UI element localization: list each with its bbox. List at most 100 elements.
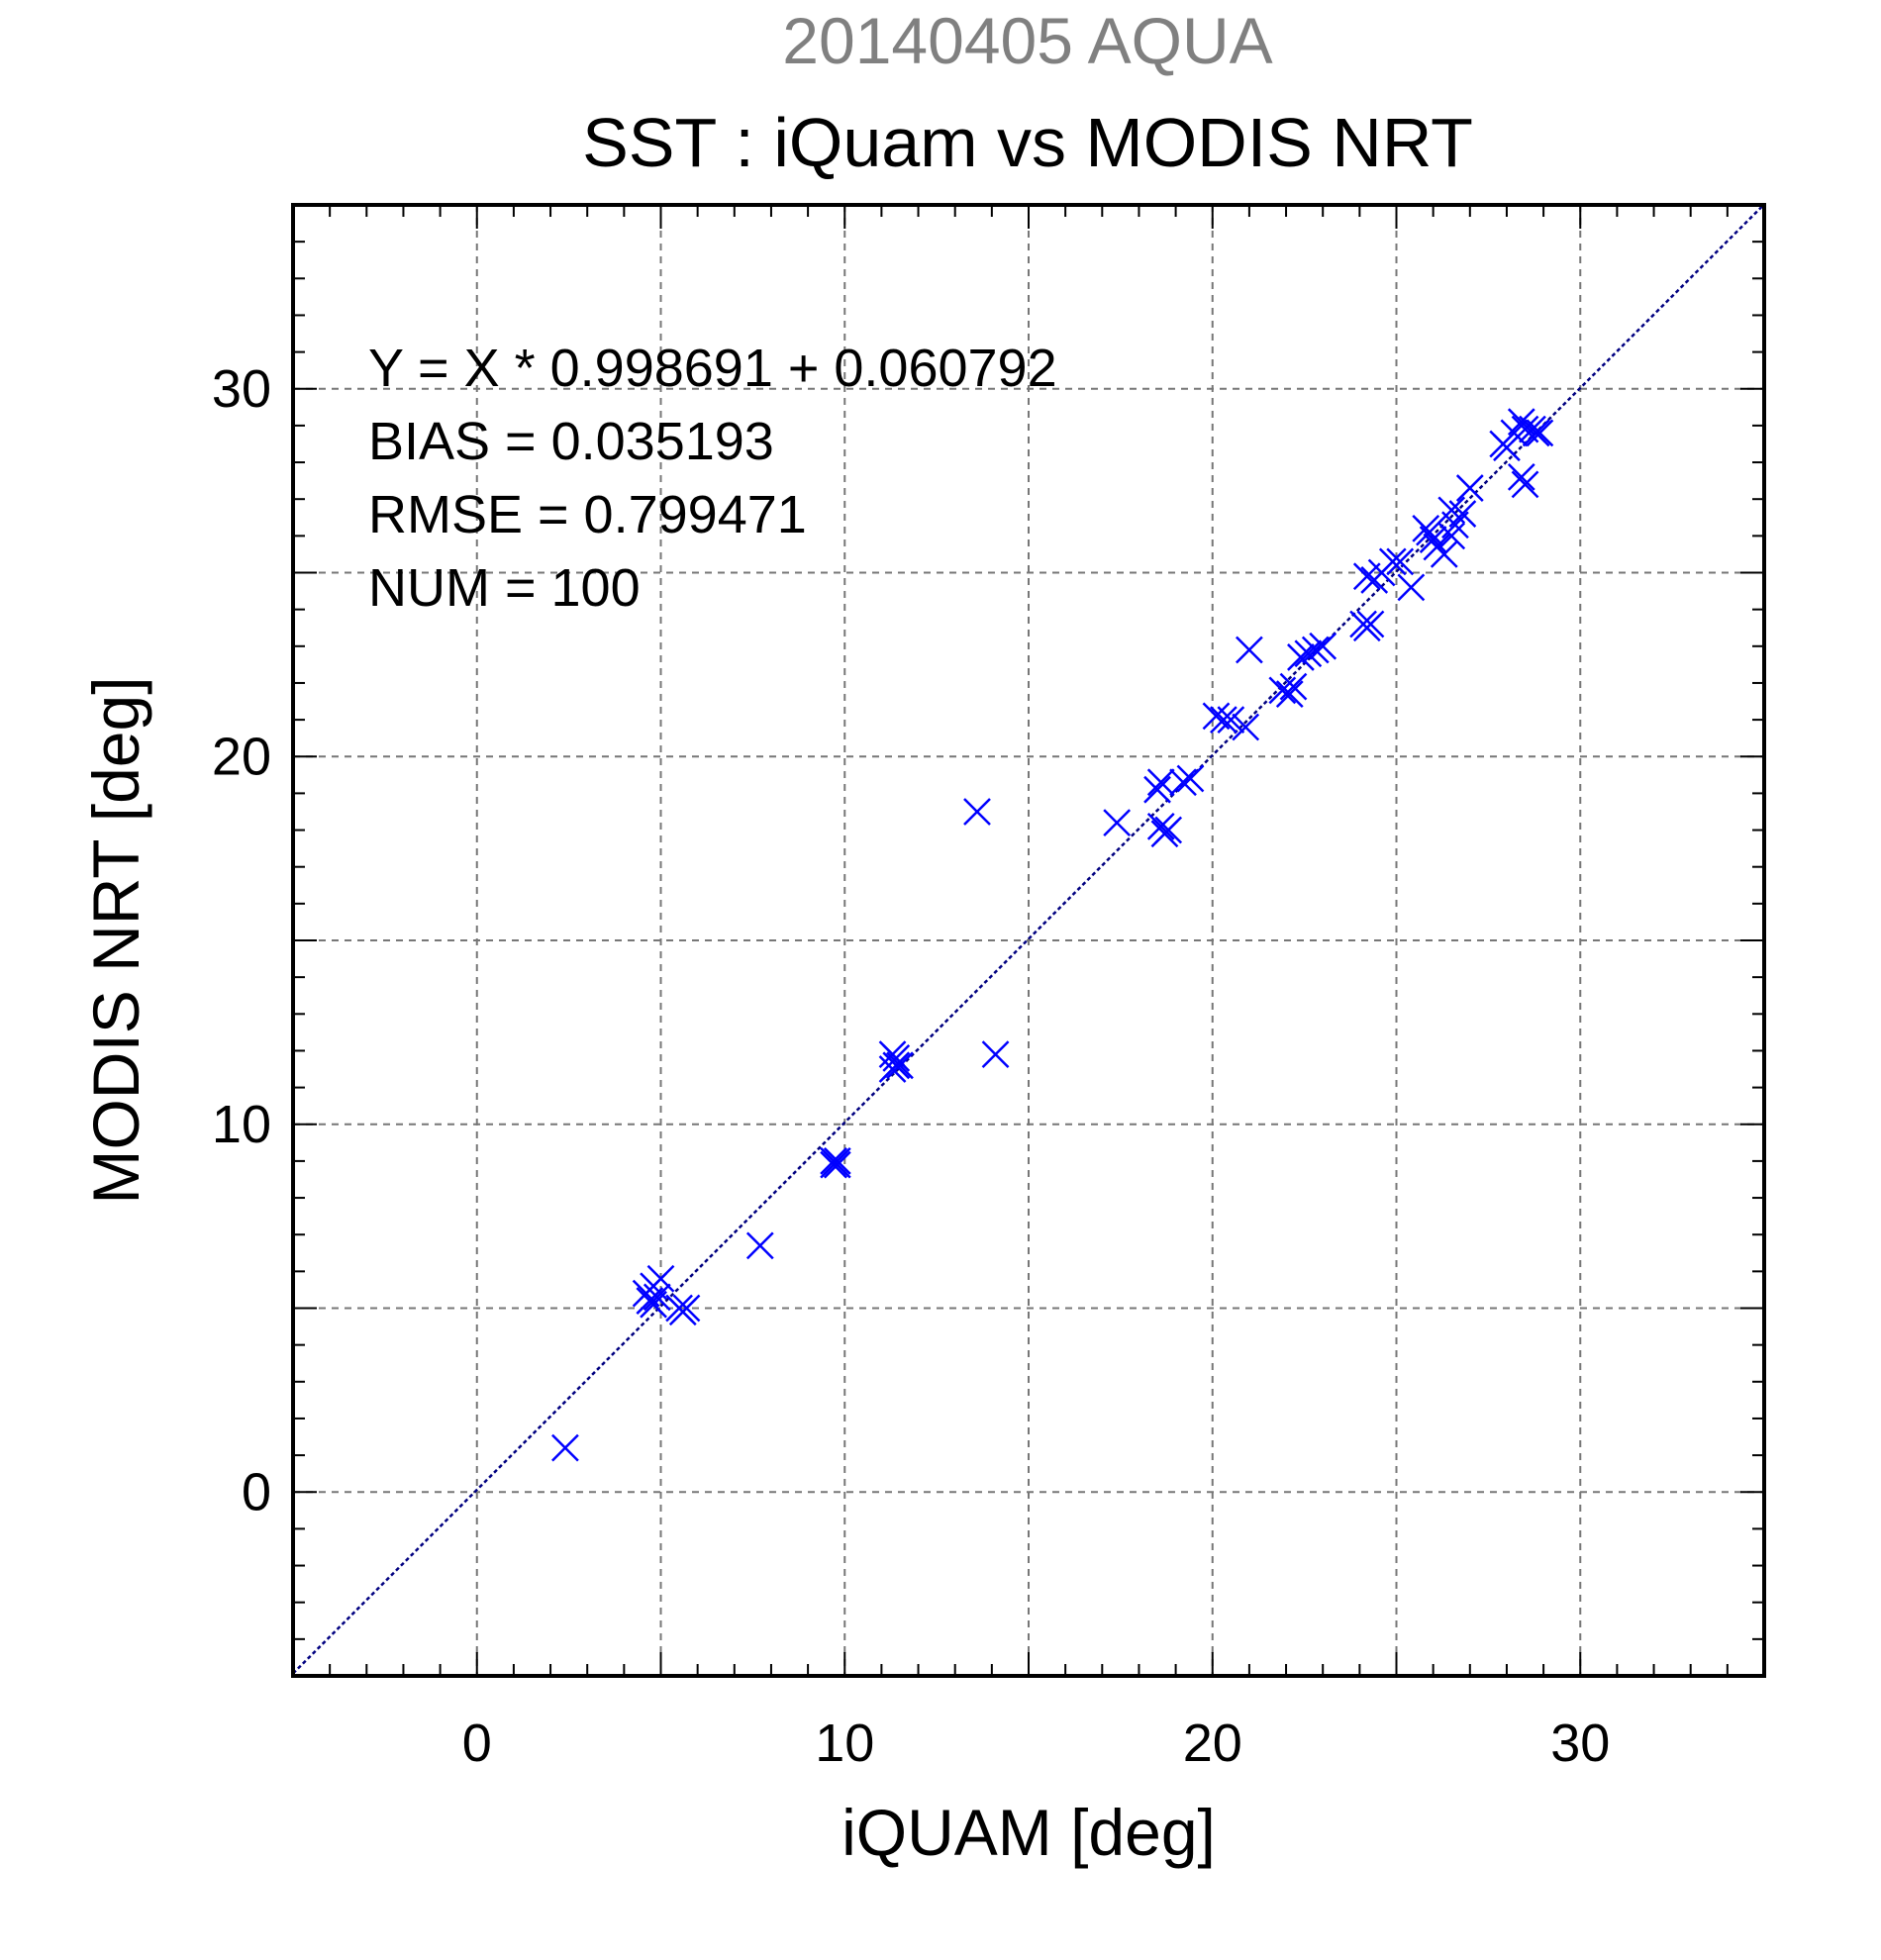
data-point [1437, 522, 1466, 550]
data-point-stroke [1103, 809, 1132, 837]
data-point [1309, 632, 1337, 660]
data-point [1356, 610, 1385, 638]
data-point [878, 1040, 907, 1069]
data-point-stroke [640, 1272, 667, 1301]
x-tick-label: 30 [1550, 1714, 1610, 1773]
data-point [1279, 672, 1308, 701]
y-axis-label: MODIS NRT [deg] [79, 676, 152, 1204]
data-point-stroke [878, 1040, 907, 1069]
data-point-stroke [1294, 639, 1323, 668]
data-point [882, 1051, 911, 1080]
stat-regression: Y = X * 0.998691 + 0.060792 [368, 339, 1057, 398]
plot-frame [291, 203, 1766, 1678]
data-point-stroke [1275, 680, 1304, 708]
data-point-stroke [1217, 706, 1245, 734]
fit-line-group [292, 203, 1765, 1675]
data-point-stroke [1448, 500, 1477, 528]
data-point [1169, 768, 1197, 797]
data-point [1437, 496, 1466, 525]
data-point [1378, 547, 1407, 576]
data-point-stroke [1378, 547, 1407, 576]
data-point [1448, 500, 1477, 528]
data-point-stroke [1419, 526, 1447, 553]
data-point [1268, 676, 1297, 705]
data-point-stroke [1202, 702, 1231, 731]
data-point-stroke [963, 798, 991, 826]
data-point-stroke [1511, 415, 1539, 443]
data-point-stroke [1143, 775, 1171, 804]
data-point-stroke [1356, 610, 1385, 638]
stat-num: NUM = 100 [368, 558, 641, 618]
data-points [551, 408, 1554, 1462]
data-point-stroke [882, 1051, 911, 1080]
data-point [1522, 419, 1550, 447]
data-point [640, 1272, 667, 1301]
chart-supertitle: 20140405 AQUA [782, 4, 1272, 77]
data-point-stroke [672, 1294, 701, 1323]
data-point-stroke [1397, 573, 1426, 602]
data-point [1526, 419, 1554, 447]
data-point-stroke [551, 1433, 579, 1462]
data-point-stroke [1507, 463, 1535, 491]
data-point-stroke [981, 1040, 1010, 1069]
y-tick-label: 0 [242, 1462, 271, 1521]
data-point [672, 1294, 701, 1323]
stats-block: Y = X * 0.998691 + 0.060792 BIAS = 0.035… [368, 339, 1057, 618]
data-point [1511, 470, 1539, 499]
data-point [1397, 573, 1426, 602]
data-point-stroke [1507, 408, 1535, 437]
stat-bias: BIAS = 0.035193 [368, 412, 774, 471]
data-point-stroke [1309, 632, 1337, 660]
data-point-stroke [1232, 713, 1260, 741]
x-tick-label: 0 [462, 1714, 492, 1773]
data-point-stroke [1416, 518, 1443, 546]
grid-lines [293, 205, 1764, 1676]
data-point-stroke [1437, 496, 1466, 525]
data-point-stroke [1154, 816, 1183, 844]
data-point [1294, 639, 1323, 668]
data-point-stroke [745, 1231, 774, 1260]
data-point-stroke [1301, 636, 1330, 664]
data-point [1217, 706, 1245, 734]
data-point-stroke [823, 1150, 851, 1179]
data-point [1301, 636, 1330, 664]
data-point [1416, 518, 1443, 546]
data-point [1287, 643, 1315, 671]
data-point-stroke [1430, 540, 1458, 568]
data-point [1143, 775, 1171, 804]
data-point-stroke [1146, 812, 1175, 840]
tick-labels: 0 10 20 30 0 10 20 30 [212, 359, 1610, 1773]
data-point [1210, 706, 1238, 734]
data-point [1507, 463, 1535, 491]
data-point-stroke [1210, 706, 1238, 734]
data-point-stroke [1176, 764, 1205, 793]
data-point-stroke [820, 1150, 847, 1179]
data-point [1455, 474, 1484, 502]
data-point-stroke [1522, 419, 1550, 447]
stat-rmse: RMSE = 0.799471 [368, 485, 807, 544]
data-point [963, 798, 991, 826]
data-point-stroke [1279, 672, 1308, 701]
y-tick-label: 10 [212, 1095, 271, 1154]
data-point [1430, 540, 1458, 568]
data-point-stroke [1437, 522, 1466, 550]
fit-line [292, 203, 1765, 1675]
data-point-stroke [1146, 768, 1175, 797]
data-point-stroke [1236, 636, 1263, 664]
x-tick-label: 20 [1183, 1714, 1242, 1773]
data-point [1236, 636, 1263, 664]
data-point [643, 1283, 671, 1312]
data-point [1146, 768, 1175, 797]
data-point-stroke [1268, 676, 1297, 705]
data-point [1176, 764, 1205, 793]
data-point [551, 1433, 579, 1462]
data-point-stroke [643, 1283, 671, 1312]
data-point-stroke [886, 1051, 914, 1080]
data-point [745, 1231, 774, 1260]
data-point [1275, 680, 1304, 708]
data-point-stroke [1511, 470, 1539, 499]
data-point [1232, 713, 1260, 741]
data-point-stroke [1386, 547, 1415, 576]
data-point-stroke [1455, 474, 1484, 502]
